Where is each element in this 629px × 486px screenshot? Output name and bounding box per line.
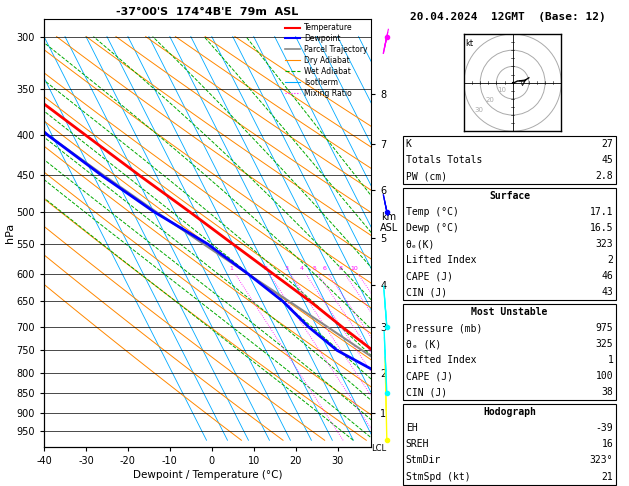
Text: CIN (J): CIN (J) xyxy=(406,287,447,297)
Y-axis label: hPa: hPa xyxy=(5,223,15,243)
Legend: Temperature, Dewpoint, Parcel Trajectory, Dry Adiabat, Wet Adiabat, Isotherm, Mi: Temperature, Dewpoint, Parcel Trajectory… xyxy=(285,23,367,98)
Text: 2: 2 xyxy=(608,255,613,265)
Text: LCL: LCL xyxy=(371,444,386,452)
Text: 1: 1 xyxy=(608,355,613,365)
X-axis label: Dewpoint / Temperature (°C): Dewpoint / Temperature (°C) xyxy=(133,470,282,480)
Text: 323: 323 xyxy=(596,239,613,249)
Text: 16: 16 xyxy=(601,439,613,450)
Text: 6: 6 xyxy=(323,266,326,271)
Text: 38: 38 xyxy=(601,387,613,398)
Text: 10: 10 xyxy=(350,266,358,271)
Text: K: K xyxy=(406,139,411,149)
Text: 21: 21 xyxy=(601,471,613,482)
Text: SREH: SREH xyxy=(406,439,429,450)
Text: 10: 10 xyxy=(497,87,506,93)
Text: 2.8: 2.8 xyxy=(596,171,613,181)
Text: CIN (J): CIN (J) xyxy=(406,387,447,398)
Text: Hodograph: Hodograph xyxy=(483,407,536,417)
Text: 46: 46 xyxy=(601,271,613,281)
Text: 27: 27 xyxy=(601,139,613,149)
Text: CAPE (J): CAPE (J) xyxy=(406,271,453,281)
Text: 3: 3 xyxy=(284,266,289,271)
Text: 2: 2 xyxy=(264,266,267,271)
Text: 1: 1 xyxy=(230,266,233,271)
Text: θₑ (K): θₑ (K) xyxy=(406,339,441,349)
Text: 100: 100 xyxy=(596,371,613,382)
Text: 43: 43 xyxy=(601,287,613,297)
Title: -37°00'S  174°4B'E  79m  ASL: -37°00'S 174°4B'E 79m ASL xyxy=(116,7,299,17)
Text: 45: 45 xyxy=(601,155,613,165)
Text: Lifted Index: Lifted Index xyxy=(406,255,476,265)
Text: StmDir: StmDir xyxy=(406,455,441,466)
Text: 17.1: 17.1 xyxy=(590,207,613,217)
Text: 4: 4 xyxy=(300,266,304,271)
Y-axis label: km
ASL: km ASL xyxy=(380,212,398,233)
Text: Surface: Surface xyxy=(489,191,530,201)
Text: 20.04.2024  12GMT  (Base: 12): 20.04.2024 12GMT (Base: 12) xyxy=(410,12,606,22)
Text: θₑ(K): θₑ(K) xyxy=(406,239,435,249)
Text: Temp (°C): Temp (°C) xyxy=(406,207,459,217)
Text: Lifted Index: Lifted Index xyxy=(406,355,476,365)
Text: EH: EH xyxy=(406,423,418,434)
Text: Pressure (mb): Pressure (mb) xyxy=(406,323,482,333)
Text: 30: 30 xyxy=(474,107,483,113)
Text: CAPE (J): CAPE (J) xyxy=(406,371,453,382)
Text: 975: 975 xyxy=(596,323,613,333)
Text: 323°: 323° xyxy=(590,455,613,466)
Text: 16.5: 16.5 xyxy=(590,223,613,233)
Text: 20: 20 xyxy=(486,97,494,103)
Text: Totals Totals: Totals Totals xyxy=(406,155,482,165)
Text: kt: kt xyxy=(465,39,474,48)
Text: 8: 8 xyxy=(339,266,343,271)
Text: 5: 5 xyxy=(312,266,316,271)
Text: -39: -39 xyxy=(596,423,613,434)
Text: PW (cm): PW (cm) xyxy=(406,171,447,181)
Text: Most Unstable: Most Unstable xyxy=(471,307,548,317)
Text: 325: 325 xyxy=(596,339,613,349)
Text: StmSpd (kt): StmSpd (kt) xyxy=(406,471,470,482)
Text: Dewp (°C): Dewp (°C) xyxy=(406,223,459,233)
